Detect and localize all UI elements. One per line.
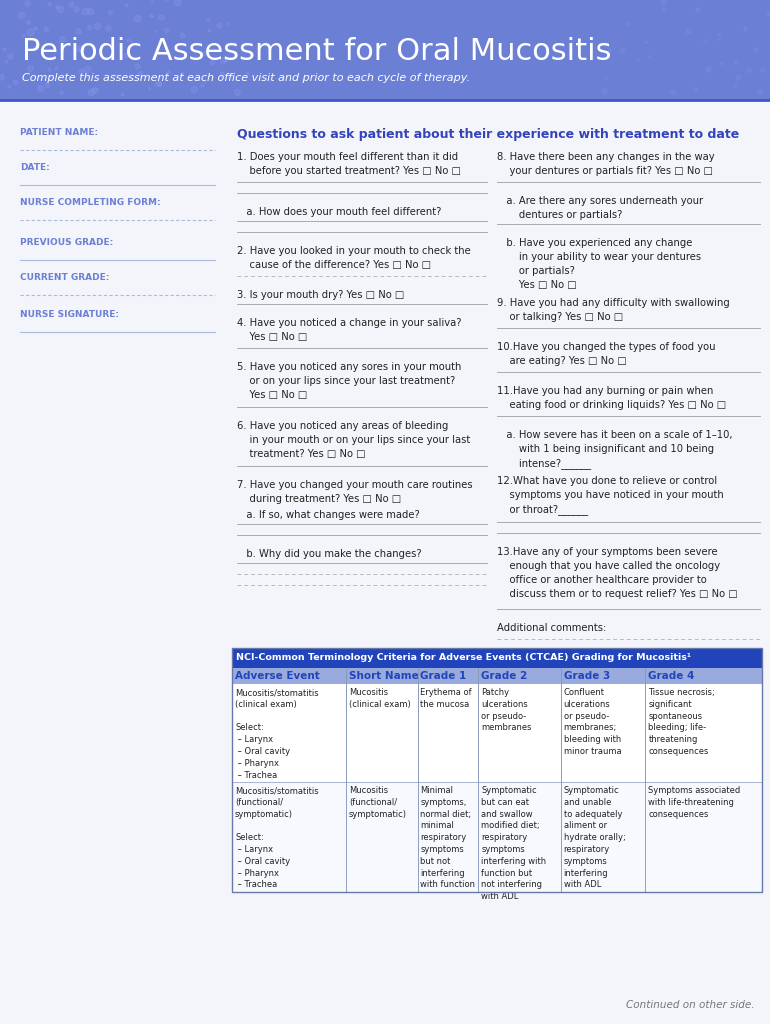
Bar [0,0,770,100]
Text: Short Name: Short Name [349,671,419,681]
Bar [232,648,762,892]
Text: Erythema of
the mucosa: Erythema of the mucosa [420,688,472,709]
Text: PREVIOUS GRADE:: PREVIOUS GRADE: [20,238,113,247]
Text: b. Have you experienced any change
       in your ability to wear your dentures
: b. Have you experienced any change in yo… [497,238,701,290]
Text: Symptomatic
and unable
to adequately
aliment or
hydrate orally;
respiratory
symp: Symptomatic and unable to adequately ali… [564,786,625,890]
Bar [232,782,762,892]
Text: a. If so, what changes were made?: a. If so, what changes were made? [237,510,420,520]
Text: Periodic Assessment for Oral Mucositis: Periodic Assessment for Oral Mucositis [22,38,611,67]
Text: Continued on other side.: Continued on other side. [627,1000,755,1010]
Text: Patchy
ulcerations
or pseudo-
membranes: Patchy ulcerations or pseudo- membranes [481,688,532,732]
Text: b. Why did you make the changes?: b. Why did you make the changes? [237,549,422,559]
Text: Mucositis/stomatitis
(clinical exam)

Select:
 – Larynx
 – Oral cavity
 – Pharyn: Mucositis/stomatitis (clinical exam) Sel… [235,688,319,779]
Text: NCI-Common Terminology Criteria for Adverse Events (CTCAE) Grading for Mucositis: NCI-Common Terminology Criteria for Adve… [236,653,691,663]
Text: 7. Have you changed your mouth care routines
    during treatment? Yes □ No □: 7. Have you changed your mouth care rout… [237,480,473,504]
Text: Grade 1: Grade 1 [420,671,467,681]
Text: PATIENT NAME:: PATIENT NAME: [20,128,98,137]
Text: 9. Have you had any difficulty with swallowing
    or talking? Yes □ No □: 9. Have you had any difficulty with swal… [497,298,730,322]
Text: 2. Have you looked in your mouth to check the
    cause of the difference? Yes □: 2. Have you looked in your mouth to chec… [237,246,470,270]
Bar [232,648,762,668]
Text: 10.Have you changed the types of food you
    are eating? Yes □ No □: 10.Have you changed the types of food yo… [497,342,715,366]
Text: 3. Is your mouth dry? Yes □ No □: 3. Is your mouth dry? Yes □ No □ [237,290,404,300]
Text: Confluent
ulcerations
or pseudo-
membranes;
bleeding with
minor trauma: Confluent ulcerations or pseudo- membran… [564,688,621,756]
Text: 8. Have there been any changes in the way
    your dentures or partials fit? Yes: 8. Have there been any changes in the wa… [497,152,715,176]
Text: Questions to ask patient about their experience with treatment to date: Questions to ask patient about their exp… [237,128,739,141]
Text: 5. Have you noticed any sores in your mouth
    or on your lips since your last : 5. Have you noticed any sores in your mo… [237,362,461,400]
Text: 13.Have any of your symptoms been severe
    enough that you have called the onc: 13.Have any of your symptoms been severe… [497,547,738,599]
Text: NURSE SIGNATURE:: NURSE SIGNATURE: [20,310,119,319]
Text: Additional comments:: Additional comments: [497,623,606,633]
Text: 1. Does your mouth feel different than it did
    before you started treatment? : 1. Does your mouth feel different than i… [237,152,461,176]
Text: Grade 4: Grade 4 [648,671,695,681]
Text: NURSE COMPLETING FORM:: NURSE COMPLETING FORM: [20,198,161,207]
Text: Mucositis/stomatitis
(functional/
symptomatic)

Select:
 – Larynx
 – Oral cavity: Mucositis/stomatitis (functional/ sympto… [235,786,319,890]
Text: Mucositis
(clinical exam): Mucositis (clinical exam) [349,688,410,709]
Text: 12.What have you done to relieve or control
    symptoms you have noticed in you: 12.What have you done to relieve or cont… [497,476,724,515]
Bar [232,668,762,684]
Text: 6. Have you noticed any areas of bleeding
    in your mouth or on your lips sinc: 6. Have you noticed any areas of bleedin… [237,421,470,459]
Text: a. How severe has it been on a scale of 1–10,
       with 1 being insignificant : a. How severe has it been on a scale of … [497,430,732,469]
Text: a. Are there any sores underneath your
       dentures or partials?: a. Are there any sores underneath your d… [497,196,703,220]
Text: Minimal
symptoms,
normal diet;
minimal
respiratory
symptoms
but not
interfering
: Minimal symptoms, normal diet; minimal r… [420,786,476,890]
Text: 11.Have you had any burning or pain when
    eating food or drinking liquids? Ye: 11.Have you had any burning or pain when… [497,386,726,410]
Text: Symptoms associated
with life-threatening
consequences: Symptoms associated with life-threatenin… [648,786,741,818]
Text: a. How does your mouth feel different?: a. How does your mouth feel different? [237,207,441,217]
Text: CURRENT GRADE:: CURRENT GRADE: [20,273,109,282]
Bar [232,684,762,782]
Text: Mucositis
(functional/
symptomatic): Mucositis (functional/ symptomatic) [349,786,407,818]
Text: Symptomatic
but can eat
and swallow
modified diet;
respiratory
symptoms
interfer: Symptomatic but can eat and swallow modi… [481,786,547,901]
Text: Grade 2: Grade 2 [481,671,527,681]
Text: DATE:: DATE: [20,163,50,172]
Text: Adverse Event: Adverse Event [235,671,320,681]
Text: Tissue necrosis;
significant
spontaneous
bleeding; life-
threatening
consequence: Tissue necrosis; significant spontaneous… [648,688,715,756]
Text: Grade 3: Grade 3 [564,671,610,681]
Text: 4. Have you noticed a change in your saliva?
    Yes □ No □: 4. Have you noticed a change in your sal… [237,318,461,342]
Text: Complete this assessment at each office visit and prior to each cycle of therapy: Complete this assessment at each office … [22,73,470,83]
